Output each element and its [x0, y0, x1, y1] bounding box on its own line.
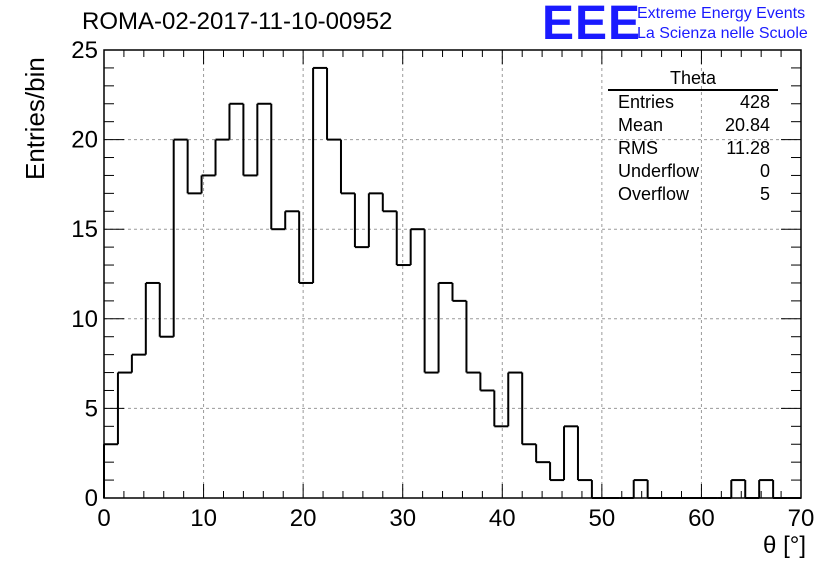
y-tick-label: 5	[85, 395, 98, 422]
stats-title: Theta	[608, 68, 778, 91]
grid-lines	[104, 50, 801, 498]
stats-box: Theta Entries 428 Mean 20.84 RMS 11.28 U…	[608, 68, 778, 206]
y-tick-label: 15	[71, 216, 98, 243]
stats-row-mean: Mean 20.84	[608, 114, 778, 137]
x-tick-label: 30	[389, 505, 416, 532]
stats-row-underflow: Underflow 0	[608, 160, 778, 183]
stats-label: RMS	[618, 138, 658, 158]
y-tick-label: 10	[71, 306, 98, 333]
logo-line-2: La Scienza nelle Scuole	[637, 25, 808, 42]
stats-value: 11.28	[726, 138, 770, 158]
x-tick-label: 50	[589, 505, 616, 532]
stats-row-rms: RMS 11.28	[608, 137, 778, 160]
plot-frame	[103, 49, 802, 499]
y-tick-label: 25	[71, 37, 98, 64]
stats-row-entries: Entries 428	[608, 91, 778, 114]
x-tick-label: 70	[788, 505, 815, 532]
x-tick-label: 40	[489, 505, 516, 532]
stats-label: Underflow	[618, 161, 700, 181]
stats-value: 5	[759, 184, 770, 204]
x-tick-label: 0	[97, 505, 110, 532]
x-axis-label: θ [°]	[763, 532, 806, 559]
stats-value: 20.84	[724, 115, 770, 135]
stats-label: Entries	[618, 92, 675, 112]
y-tick-label: 0	[85, 485, 98, 512]
y-axis-label: Entries/bin	[20, 57, 50, 180]
y-tick-label: 20	[71, 127, 98, 154]
x-tick-label: 20	[290, 505, 317, 532]
stats-row-overflow: Overflow 5	[608, 183, 778, 206]
chart-title: ROMA-02-2017-11-10-00952	[82, 8, 393, 35]
stats-label: Overflow	[618, 184, 690, 204]
stats-label: Mean	[618, 115, 664, 135]
x-tick-label: 10	[190, 505, 217, 532]
eee-logo: EEE	[542, 0, 642, 50]
x-tick-label: 60	[688, 505, 715, 532]
stats-value: 0	[759, 161, 770, 181]
stats-value: 428	[739, 92, 770, 112]
logo-line-1: Extreme Energy Events	[637, 5, 806, 22]
